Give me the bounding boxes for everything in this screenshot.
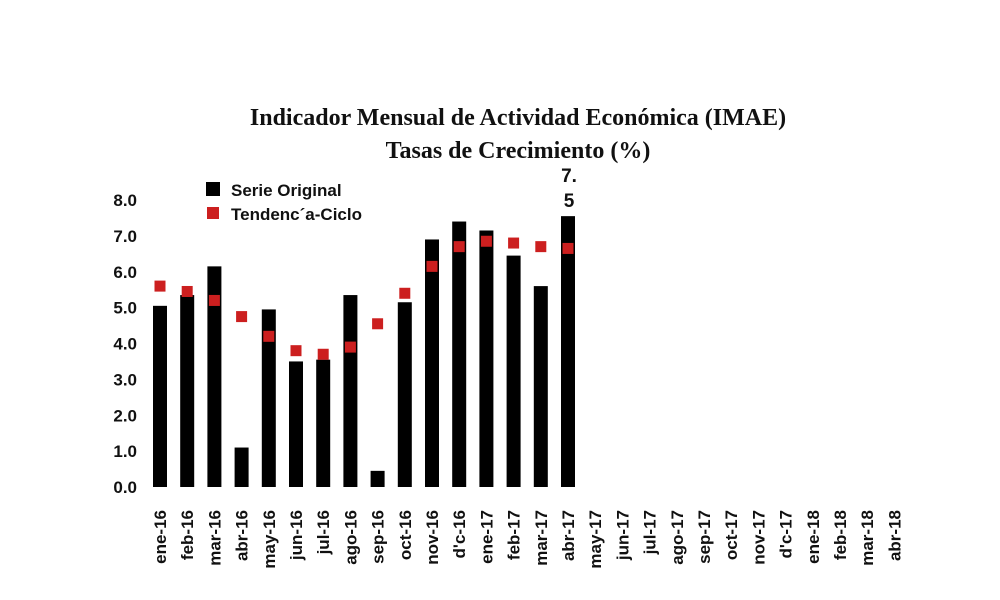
legend-label-tendencia-ciclo: Tendenc´a-Ciclo (231, 205, 362, 224)
bar-feb-16 (180, 295, 195, 487)
x-tick-label: sep-17 (695, 510, 714, 564)
trend-marker-ene-16 (154, 280, 166, 292)
bar-ago-16 (343, 295, 358, 487)
x-tick-label: jun-17 (613, 510, 632, 561)
x-tick-label: jul-17 (641, 510, 660, 555)
legend-swatch-tendencia-ciclo (207, 207, 219, 219)
x-tick-label: may-17 (586, 510, 605, 569)
x-tick-label: sep-16 (369, 510, 388, 564)
x-tick-label: mar-16 (205, 510, 224, 566)
y-tick-label: 8.0 (113, 191, 137, 210)
bar-sep-16 (370, 470, 385, 487)
bar-mar-16 (207, 266, 222, 487)
x-tick-label: d'c-16 (450, 510, 469, 558)
trend-marker-jul-16 (317, 348, 329, 360)
x-tick-label: feb-17 (505, 510, 524, 560)
chart-subtitle: Tasas de Crecimiento (%) (386, 138, 651, 164)
x-tick-label: nov-16 (423, 510, 442, 565)
x-tick-label: feb-16 (178, 510, 197, 560)
chart-title: Indicador Mensual de Actividad Económica… (250, 105, 786, 131)
x-tick-label: ene-17 (477, 510, 496, 564)
trend-marker-ene-17 (480, 235, 492, 247)
x-tick-label: oct-16 (396, 510, 415, 560)
data-label-abr-17-line1: 7. (561, 166, 577, 187)
bar-d-c-16 (452, 221, 467, 487)
y-tick-label: 4.0 (113, 335, 137, 354)
bar-jun-16 (289, 361, 303, 487)
y-tick-label: 2.0 (113, 406, 137, 425)
y-tick-label: 6.0 (113, 263, 137, 282)
x-tick-label: abr-16 (233, 510, 252, 561)
marker-series-tendencia-ciclo (154, 235, 574, 360)
trend-marker-ago-16 (344, 341, 356, 353)
trend-marker-abr-16 (236, 311, 248, 323)
trend-marker-oct-16 (399, 287, 411, 299)
bar-jul-16 (316, 359, 331, 487)
y-tick-label: 7.0 (113, 227, 137, 246)
x-tick-label: feb-18 (831, 510, 850, 560)
x-tick-label: jun-16 (287, 510, 306, 561)
trend-marker-d-c-16 (453, 241, 465, 253)
trend-marker-mar-17 (535, 241, 547, 253)
x-tick-label: abr-17 (559, 510, 578, 561)
x-tick-label: may-16 (260, 510, 279, 569)
legend-swatch-serie-original (206, 182, 220, 196)
trend-marker-jun-16 (290, 345, 302, 357)
x-axis: ene-16 feb-16 mar-16 abr-16 may-16 jun-16 jul-… (151, 510, 904, 569)
y-tick-label: 5.0 (113, 299, 137, 318)
trend-marker-may-16 (263, 330, 275, 342)
trend-marker-feb-16 (181, 285, 193, 297)
x-tick-label: ago-16 (341, 510, 360, 565)
bar-may-16 (261, 309, 276, 487)
x-tick-label: mar-18 (858, 510, 877, 566)
x-tick-label: mar-17 (532, 510, 551, 566)
trend-marker-feb-17 (508, 237, 520, 249)
bar-oct-16 (397, 302, 412, 487)
x-tick-label: d'c-17 (777, 510, 796, 558)
y-axis: 0.0 1.0 2.0 3.0 4.0 5.0 6.0 7.0 8.0 (113, 191, 137, 497)
trend-marker-abr-17 (562, 242, 574, 254)
legend: Serie Original Tendenc´a-Ciclo (206, 181, 362, 224)
x-tick-label: abr-18 (885, 510, 904, 561)
data-label-abr-17-line2: 5 (564, 191, 575, 212)
x-tick-label: ene-18 (804, 510, 823, 564)
trend-marker-mar-16 (208, 294, 220, 306)
y-tick-label: 1.0 (113, 442, 137, 461)
bar-nov-16 (425, 239, 439, 487)
x-tick-label: oct-17 (722, 510, 741, 560)
y-tick-label: 3.0 (113, 370, 137, 389)
bar-abr-16 (234, 447, 249, 487)
bar-ene-16 (153, 305, 167, 487)
trend-marker-sep-16 (372, 318, 384, 330)
bar-mar-17 (533, 286, 548, 487)
x-tick-label: ago-17 (668, 510, 687, 565)
bar-series-serie-original (153, 216, 575, 488)
x-tick-label: ene-16 (151, 510, 170, 564)
bar-abr-17 (561, 216, 575, 488)
x-tick-label: nov-17 (749, 510, 768, 565)
x-tick-label: jul-16 (314, 510, 333, 555)
y-tick-label: 0.0 (113, 478, 137, 497)
trend-marker-nov-16 (426, 260, 438, 272)
bar-ene-17 (479, 230, 494, 487)
legend-label-serie-original: Serie Original (231, 181, 342, 200)
bar-feb-17 (506, 255, 521, 487)
